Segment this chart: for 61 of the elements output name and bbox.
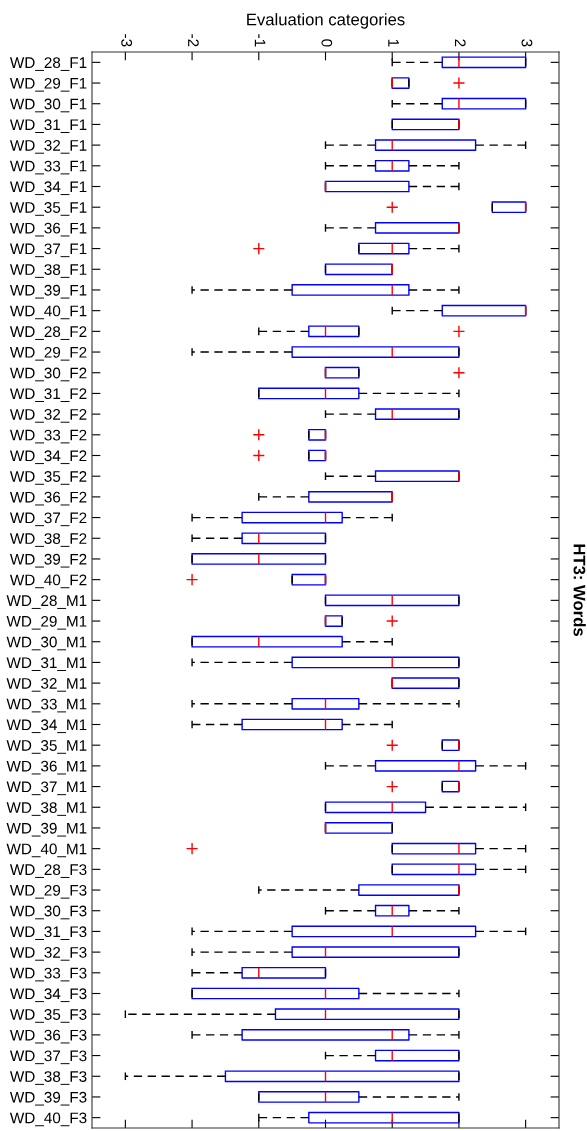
y-tick-label: WD_33_M1: [6, 698, 87, 713]
y-tick-label: WD_30_F3: [9, 905, 87, 920]
y-tick-label: WD_32_F1: [9, 139, 87, 154]
y-tick-label: WD_29_F3: [9, 884, 87, 899]
x-axis-title: Evaluation categories: [247, 13, 405, 29]
y-tick-label: WD_35_F2: [9, 471, 87, 485]
y-tick-label: WD_36_F1: [9, 222, 87, 237]
y-tick-label: WD_28_F1: [9, 57, 87, 71]
y-tick-label: WD_37_F1: [9, 243, 87, 258]
y-tick-label: WD_38_F2: [9, 533, 87, 547]
y-tick-label: WD_36_F3: [9, 1029, 87, 1044]
x-tick-label: -2: [188, 34, 199, 47]
y-tick-label: WD_40_F3: [9, 1112, 87, 1127]
x-tick-label: 3: [521, 39, 533, 47]
y-tick-label: WD_40_F2: [9, 574, 87, 589]
y-tick-label: WD_39_F2: [9, 553, 87, 568]
text: HT3: Words: [573, 544, 586, 636]
y-tick-label: WD_40_F1: [9, 305, 87, 320]
y-tick-label: WD_31_F3: [9, 926, 87, 940]
y-tick-label: WD_29_M1: [6, 615, 87, 630]
y-tick-label: WD_36_M1: [6, 760, 87, 775]
y-tick-label: WD_28_M1: [6, 595, 87, 609]
y-tick-label: WD_35_F3: [9, 1009, 87, 1023]
y-tick-label: WD_33_F1: [9, 160, 87, 175]
y-tick-label: WD_38_M1: [6, 802, 87, 816]
y-tick-label: WD_36_F2: [9, 491, 87, 506]
y-tick-label: WD_35_M1: [6, 740, 87, 754]
y-tick-label: WD_33_F3: [9, 967, 87, 982]
y-tick-label: WD_32_F3: [9, 946, 87, 961]
y-tick-label: WD_39_M1: [6, 822, 87, 837]
y-tick-label: WD_34_F3: [9, 988, 87, 1003]
y-tick-label: WD_34_M1: [6, 719, 87, 734]
y-tick-label: WD_37_M1: [6, 781, 87, 796]
x-tick-label: 0: [321, 39, 333, 47]
y-tick-label: WD_28_F2: [9, 326, 87, 340]
y-tick-label: WD_39_F1: [9, 284, 87, 299]
x-tick-label: -1: [254, 34, 266, 47]
y-tick-label: WD_40_M1: [6, 843, 87, 858]
y-tick-label: WD_31_M1: [6, 657, 87, 671]
x-tick-label: 2: [454, 39, 466, 47]
y-tick-label: WD_31_F2: [9, 388, 87, 402]
y-tick-label: WD_29_F2: [9, 346, 87, 361]
y-tick-label: WD_34_F2: [9, 450, 87, 465]
y-tick-label: WD_29_F1: [9, 77, 87, 92]
y-tick-label: WD_30_F2: [9, 367, 87, 382]
x-tick-label: -3: [121, 34, 133, 47]
y-tick-label: WD_34_F1: [9, 181, 87, 196]
x-tick-label: 1: [388, 39, 399, 47]
y-tick-label: WD_31_F1: [9, 119, 87, 133]
y-tick-label: WD_38_F1: [9, 264, 87, 278]
y-tick-label: WD_37_F3: [9, 1050, 87, 1065]
y-tick-label: WD_28_F3: [9, 864, 87, 878]
y-tick-label: WD_32_M1: [6, 677, 87, 692]
y-tick-label: WD_30_F1: [9, 98, 87, 113]
y-tick-label: WD_38_F3: [9, 1071, 87, 1085]
y-tick-label: WD_32_F2: [9, 408, 87, 423]
y-tick-label: WD_35_F1: [9, 202, 87, 216]
y-tick-label: WD_30_M1: [6, 636, 87, 651]
y-tick-label: WD_39_F3: [9, 1091, 87, 1106]
y-tick-label: WD_33_F2: [9, 429, 87, 444]
y-tick-label: WD_37_F2: [9, 512, 87, 527]
